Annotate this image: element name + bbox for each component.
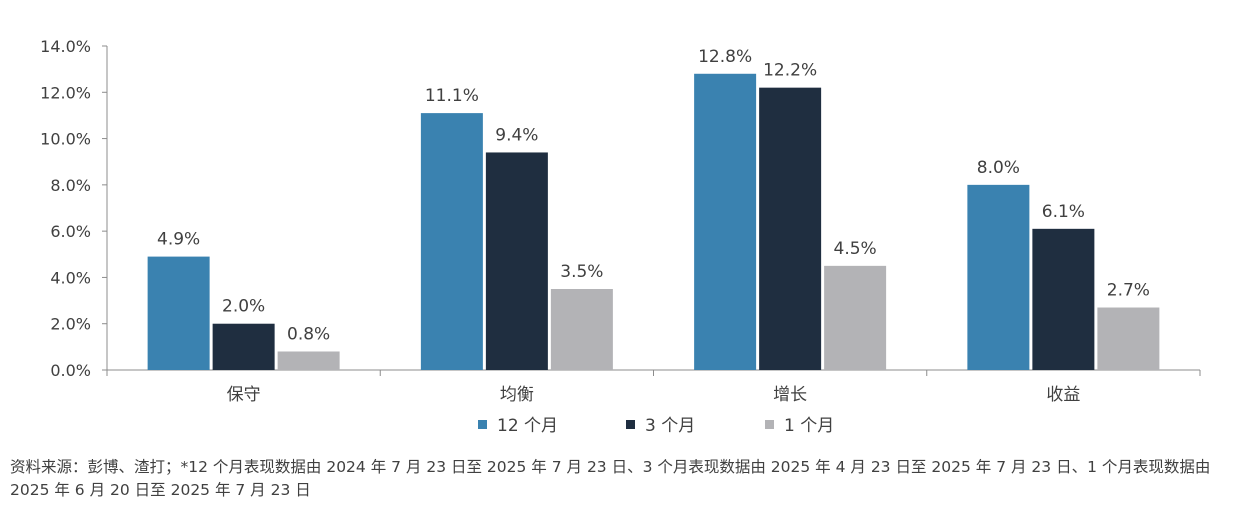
bar xyxy=(1032,228,1095,370)
legend-label: 1 个月 xyxy=(784,416,834,436)
bar xyxy=(550,289,613,370)
data-label: 9.4% xyxy=(495,125,538,145)
data-label: 2.7% xyxy=(1107,281,1150,301)
data-label: 4.9% xyxy=(157,230,200,250)
data-label: 2.0% xyxy=(222,297,265,317)
legend-label: 12 个月 xyxy=(497,416,558,436)
y-tick-label: 12.0% xyxy=(40,83,91,102)
data-label: 0.8% xyxy=(287,324,330,344)
legend-swatch xyxy=(626,420,635,429)
bar xyxy=(147,256,210,370)
category-label: 保守 xyxy=(227,385,261,405)
bar xyxy=(759,87,822,371)
data-label: 6.1% xyxy=(1042,202,1085,222)
data-label: 12.2% xyxy=(763,61,817,81)
bar xyxy=(967,184,1030,370)
legend-swatch xyxy=(478,420,487,429)
data-label: 8.0% xyxy=(977,158,1020,178)
bar-chart: 0.0% 2.0% 4.0% 6.0% 8.0% 10.0% 12.0% 14.0% 4.9%… xyxy=(40,37,1201,436)
y-tick-label: 10.0% xyxy=(40,130,91,149)
bar xyxy=(420,113,483,370)
bar xyxy=(277,351,340,370)
y-tick-label: 6.0% xyxy=(50,222,91,241)
data-label: 4.5% xyxy=(834,239,877,259)
bar xyxy=(824,265,887,370)
data-label: 11.1% xyxy=(425,86,479,106)
y-axis-ticks: 0.0% 2.0% 4.0% 6.0% 8.0% 10.0% 12.0% 14.0% xyxy=(40,37,107,380)
y-tick-label: 14.0% xyxy=(40,37,91,56)
data-labels: 4.9% 2.0% 0.8% 11.1% 9.4% 3.5% 12.8% 12.2% 4.5% 8… xyxy=(157,47,1150,345)
legend-label: 3 个月 xyxy=(645,416,695,436)
bar xyxy=(212,323,275,370)
bar xyxy=(1097,307,1160,370)
category-label: 收益 xyxy=(1046,385,1080,405)
bar xyxy=(485,152,548,370)
y-tick-label: 4.0% xyxy=(50,268,91,287)
data-label: 12.8% xyxy=(698,47,752,67)
chart-bars xyxy=(147,73,1160,371)
bar xyxy=(694,73,757,371)
y-tick-label: 0.0% xyxy=(50,361,91,380)
y-tick-label: 2.0% xyxy=(50,315,91,334)
data-label: 3.5% xyxy=(560,262,603,282)
category-label: 增长 xyxy=(773,385,807,405)
x-axis-categories: 保守 均衡 增长 收益 xyxy=(227,385,1081,405)
legend-swatch xyxy=(765,420,774,429)
source-note: 资料来源：彭博、渣打；*12 个月表现数据由 2024 年 7 月 23 日至 … xyxy=(10,458,1211,499)
y-tick-label: 8.0% xyxy=(50,176,91,195)
legend: 12 个月 3 个月 1 个月 xyxy=(478,416,834,436)
category-label: 均衡 xyxy=(500,385,534,405)
